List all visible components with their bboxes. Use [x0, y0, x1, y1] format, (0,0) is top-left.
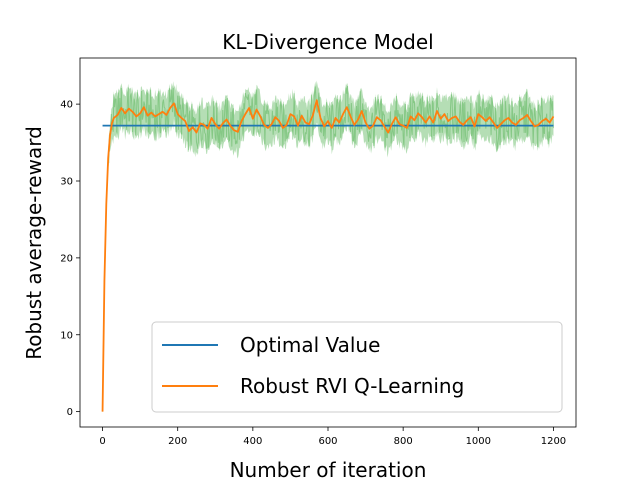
y-tick-label: 10 — [60, 330, 73, 341]
y-tick-label: 30 — [60, 177, 73, 188]
x-tick-label: 800 — [394, 436, 413, 447]
legend-box — [151, 321, 563, 413]
y-axis-ticks: 0 10 20 30 40 — [60, 100, 80, 418]
x-axis-ticks: 0 200 400 600 800 1000 1200 — [99, 427, 566, 447]
y-tick-label: 0 — [67, 407, 73, 418]
legend-label-optimal-value: Optimal Value — [240, 333, 380, 357]
y-tick-label: 20 — [60, 253, 73, 264]
legend-label-robust-rvi-q-learning: Robust RVI Q-Learning — [240, 374, 464, 398]
x-tick-label: 600 — [318, 436, 337, 447]
y-tick-label: 40 — [60, 100, 73, 111]
series-line-robust-rvi-q-learning — [101, 99, 555, 412]
noisy-sample-line — [102, 85, 554, 412]
y-axis-label: Robust average-reward — [22, 126, 46, 360]
chart-title: KL-Divergence Model — [222, 30, 433, 54]
legend: Optimal Value Robust RVI Q-Learning — [151, 321, 563, 413]
series-line-layer — [101, 99, 555, 412]
x-tick-label: 1200 — [541, 436, 566, 447]
x-tick-label: 0 — [99, 436, 105, 447]
x-tick-label: 200 — [168, 436, 187, 447]
x-axis-label: Number of iteration — [230, 458, 427, 480]
x-tick-label: 400 — [243, 436, 262, 447]
x-tick-label: 1000 — [466, 436, 491, 447]
